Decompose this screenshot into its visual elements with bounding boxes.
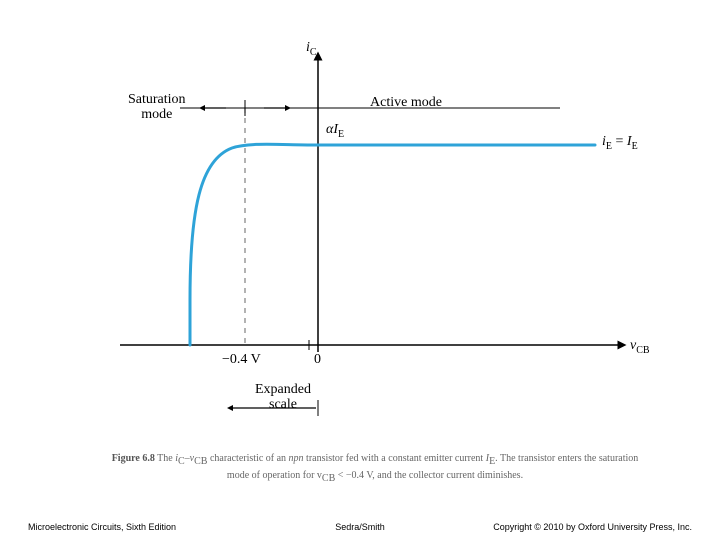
caption-line2-sub: CB <box>322 473 335 484</box>
caption-text-1a: The <box>157 453 175 464</box>
saturation-mode-label: Saturationmode <box>128 92 186 123</box>
caption-text-2b: < −0.4 V, and the collector current dimi… <box>335 470 523 481</box>
expanded-scale-label: Expandedscale <box>255 382 311 413</box>
plateau-value-label: αIE <box>326 122 344 140</box>
caption-text-1d: . The transistor enters the saturation <box>495 453 638 464</box>
plateau-alpha-I: αI <box>326 122 338 137</box>
neg-04v-label: −0.4 V <box>222 352 261 367</box>
caption-text-1c: transistor fed with a constant emitter c… <box>304 453 486 464</box>
figure-caption: Figure 6.8 The iC–vCB characteristic of … <box>80 452 670 485</box>
x-axis-label-sub: CB <box>636 345 649 356</box>
caption-text-1b: characteristic of an <box>207 453 288 464</box>
y-axis-label: iC <box>306 40 317 58</box>
caption-ic-sub: C <box>178 456 185 467</box>
active-mode-label: Active mode <box>370 95 442 110</box>
caption-vcb-sub: CB <box>194 456 207 467</box>
footer-right: Copyright © 2010 by Oxford University Pr… <box>493 522 692 532</box>
eq-rhs-sub: E <box>632 141 638 152</box>
caption-npn: npn <box>289 453 304 464</box>
ic-vcb-curve <box>190 144 595 345</box>
right-equation-label: iE = IE <box>602 134 638 152</box>
origin-label: 0 <box>314 352 321 367</box>
x-axis-label: vCB <box>630 338 650 356</box>
eq-equals: = <box>612 134 627 149</box>
y-axis-label-sub: C <box>310 47 317 58</box>
caption-text-2a: mode of operation for v <box>227 470 322 481</box>
plateau-sub: E <box>338 129 344 140</box>
figure-number: Figure 6.8 <box>112 453 155 464</box>
figure-container: iC vCB 0 −0.4 V Saturationmode Active mo… <box>0 0 720 540</box>
